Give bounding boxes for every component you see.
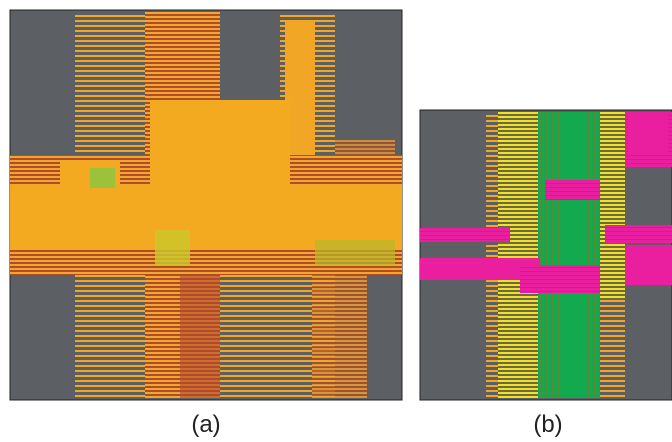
panel-a-layout [10,10,402,400]
panel-b-layout [420,110,672,400]
figure: (a) (b) [0,0,672,442]
page: {"panels": [{"label": "(a)"}, {"label": … [0,0,672,442]
panel-a-label: (a) [191,411,220,438]
panel-b-label: (b) [533,411,562,438]
